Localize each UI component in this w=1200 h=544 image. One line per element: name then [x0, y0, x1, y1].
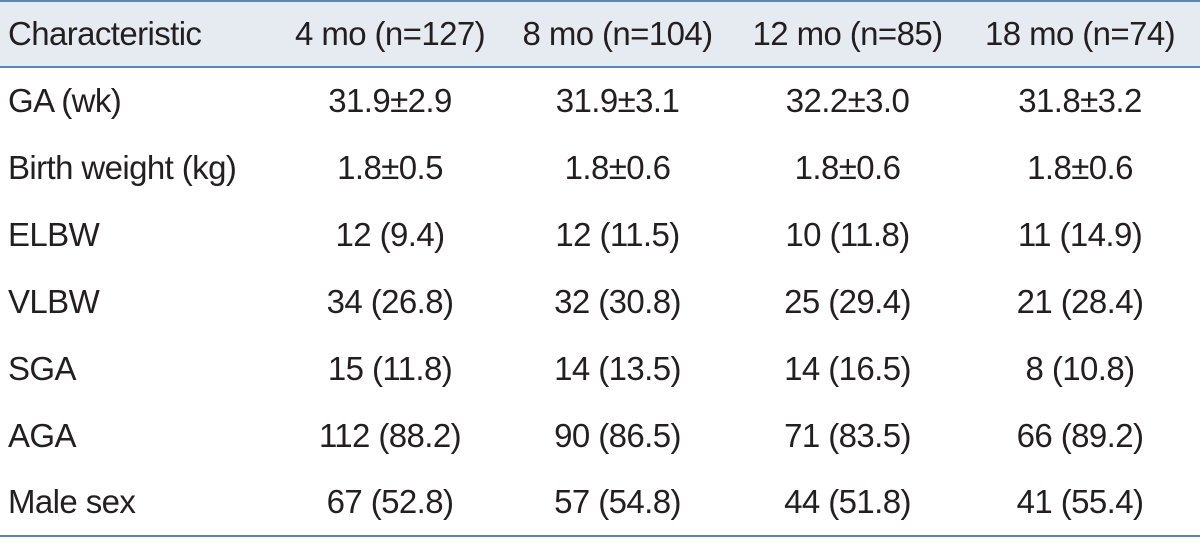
- table-row: SGA 15 (11.8) 14 (13.5) 14 (16.5) 8 (10.8): [0, 335, 1200, 402]
- header-cell: 18 mo (n=74): [960, 1, 1200, 68]
- header-cell: 8 mo (n=104): [500, 1, 735, 68]
- table-cell: 12 (11.5): [555, 215, 680, 253]
- table-row: AGA 112 (88.2) 90 (86.5) 71 (83.5) 66 (89.2): [0, 402, 1200, 469]
- row-label: GA (wk): [8, 82, 122, 119]
- table-cell: 8 (10.8): [1025, 349, 1136, 387]
- table-cell: 44 (51.8): [784, 483, 911, 520]
- table-cell: 21 (28.4): [1016, 282, 1144, 320]
- table-cell: 32 (30.8): [554, 282, 681, 320]
- header-row: Characteristic 4 mo (n=127) 8 mo (n=104) 12…: [0, 1, 1200, 68]
- table-cell: 31.9±3.1: [555, 82, 680, 119]
- table-row: VLBW 34 (26.8) 32 (30.8) 25 (29.4) 21 (28.4): [0, 268, 1200, 335]
- table-cell: 41 (55.4): [1016, 483, 1144, 520]
- table-cell: 57 (54.8): [554, 483, 681, 520]
- table-cell: 31.8±3.2: [1018, 82, 1142, 119]
- table-cell: 90 (86.5): [554, 416, 681, 454]
- table-cell: 31.9±2.9: [328, 82, 452, 119]
- header-cell: 12 mo (n=85): [735, 1, 960, 68]
- table-row: GA (wk) 31.9±2.9 31.9±3.1 32.2±3.0 31.8±3.2: [0, 67, 1200, 134]
- row-label: VLBW: [8, 282, 100, 320]
- table-cell: 1.8±0.6: [564, 148, 671, 186]
- table-cell: 1.8±0.6: [1027, 148, 1133, 186]
- table-cell: 25 (29.4): [784, 282, 911, 320]
- table-cell: 10 (11.8): [785, 215, 910, 253]
- table-cell: 34 (26.8): [326, 282, 454, 320]
- table-cell: 67 (52.8): [326, 483, 454, 520]
- table-cell: 32.2±3.0: [785, 82, 910, 119]
- table-cell: 14 (16.5): [784, 349, 911, 387]
- table-cell: 15 (11.8): [327, 349, 453, 387]
- table-cell: 11 (14.9): [1017, 215, 1143, 253]
- table-cell: 112 (88.2): [319, 416, 462, 454]
- table-cell: 71 (83.5): [784, 416, 911, 454]
- row-label: Birth weight (kg): [8, 148, 237, 186]
- table-cell: 1.8±0.6: [794, 148, 901, 186]
- table-row: Birth weight (kg) 1.8±0.5 1.8±0.6 1.8±0.6 1.…: [0, 134, 1200, 201]
- table-cell: 14 (13.5): [554, 349, 681, 387]
- row-label: AGA: [8, 416, 76, 454]
- table-row: ELBW 12 (9.4) 12 (11.5) 10 (11.8) 11 (14.9): [0, 201, 1200, 268]
- table-cell: 66 (89.2): [1016, 416, 1144, 454]
- table-cell: 1.8±0.5: [337, 148, 443, 186]
- table-row: Male sex 67 (52.8) 57 (54.8) 44 (51.8) 41 (5…: [0, 469, 1200, 536]
- row-label: ELBW: [8, 215, 100, 253]
- row-label: SGA: [8, 349, 76, 387]
- table-cell: 12 (9.4): [335, 215, 446, 253]
- header-cell: 4 mo (n=127): [280, 1, 500, 68]
- header-cell: Characteristic: [0, 1, 280, 68]
- table-body: GA (wk) 31.9±2.9 31.9±3.1 32.2±3.0 31.8±3.2 B…: [0, 67, 1200, 536]
- row-label: Male sex: [8, 483, 136, 520]
